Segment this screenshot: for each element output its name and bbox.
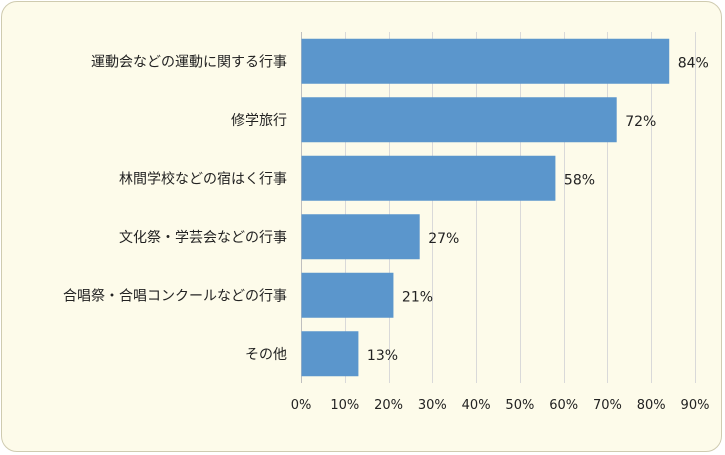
x-tick-label: 70% xyxy=(593,398,622,413)
data-label: 27% xyxy=(428,231,459,247)
data-label: 72% xyxy=(625,114,656,130)
x-tick-label: 50% xyxy=(505,398,534,413)
category-label: 林間学校などの宿はく行事 xyxy=(119,170,287,187)
x-tick-label: 10% xyxy=(330,398,359,413)
category-label: 運動会などの運動に関する行事 xyxy=(91,54,287,70)
bar xyxy=(301,331,359,377)
bar xyxy=(301,214,420,260)
data-label: 13% xyxy=(367,348,398,364)
x-tick-label: 80% xyxy=(637,398,666,413)
category-label: 修学旅行 xyxy=(231,113,287,129)
x-tick-label: 30% xyxy=(418,398,447,413)
value-labels: 84% 72% 58% 27% 21% 13% xyxy=(367,55,709,364)
x-tick-label: 90% xyxy=(681,398,710,413)
category-label: 合唱祭・合唱コンクールなどの行事 xyxy=(63,288,287,304)
x-tick-labels: 0% 10% 20% 30% 40% 50% 60% 70% 80% 90% xyxy=(291,398,710,413)
bars xyxy=(301,38,670,377)
bar xyxy=(301,155,556,201)
x-tick-label: 60% xyxy=(549,398,578,413)
data-label: 58% xyxy=(564,172,595,188)
x-tick-label: 40% xyxy=(462,398,491,413)
category-label: 文化祭・学芸会などの行事 xyxy=(119,230,287,246)
bar xyxy=(301,38,670,84)
bar xyxy=(301,97,617,143)
data-label: 84% xyxy=(678,55,709,71)
x-tick-label: 20% xyxy=(374,398,403,413)
gridlines xyxy=(301,32,696,383)
category-labels: 運動会などの運動に関する行事修学旅行林間学校などの宿はく行事文化祭・学芸会などの… xyxy=(63,54,287,363)
bar xyxy=(301,272,394,318)
category-label: その他 xyxy=(245,347,287,363)
data-label: 21% xyxy=(402,289,433,305)
x-tick-label: 0% xyxy=(291,398,312,413)
